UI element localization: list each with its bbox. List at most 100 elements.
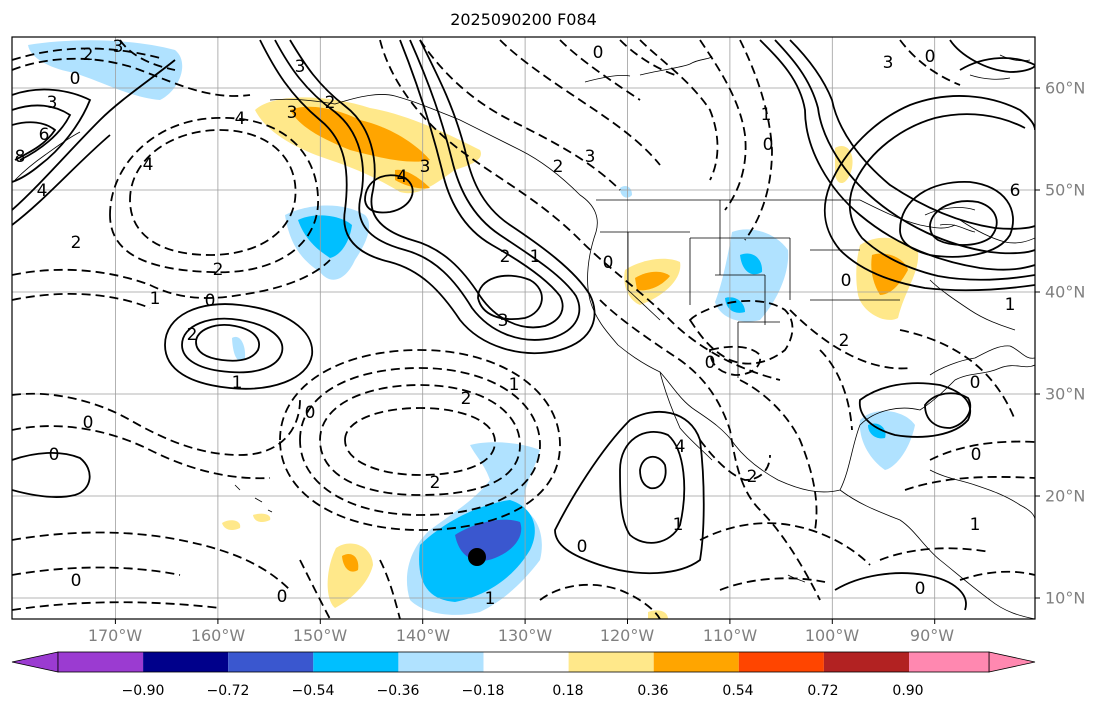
- contour-label: 3: [295, 57, 306, 77]
- contour-label: 0: [705, 353, 716, 373]
- contour-label: 0: [71, 571, 82, 591]
- contour-label: 1: [530, 247, 541, 267]
- contour-label: 2: [747, 467, 758, 487]
- contour-label: 2: [83, 45, 94, 65]
- contour-label: 0: [763, 135, 774, 155]
- contour-label: 2: [187, 325, 198, 345]
- contour-label: 3: [498, 311, 509, 331]
- contour-label: 0: [970, 373, 981, 393]
- contour-label: 1: [970, 515, 981, 535]
- longitude-label: 140°W: [395, 626, 451, 645]
- solid-contours: [12, 39, 1035, 611]
- colorbar-tick-label: −0.18: [461, 683, 505, 699]
- colorbar-segment: [738, 652, 824, 672]
- contour-label: 2: [500, 247, 511, 267]
- colorbar-tick-label: 0.72: [807, 683, 839, 699]
- colorbar-segment: [228, 652, 314, 672]
- contour-label: 2: [461, 389, 472, 409]
- contour-label: 3: [420, 157, 431, 177]
- contour-label: 2: [553, 157, 564, 177]
- contour-label: 2: [430, 473, 441, 493]
- latitude-label: 30°N: [1045, 384, 1086, 404]
- longitude-label: 160°W: [190, 626, 246, 645]
- contour-label: 0: [277, 587, 288, 607]
- longitude-label: 100°W: [804, 626, 860, 645]
- contour-label: 0: [577, 537, 588, 557]
- colorbar-tick-label: −0.36: [376, 683, 420, 699]
- contour-label: 6: [39, 125, 50, 145]
- colorbar-tick-label: 0.18: [552, 683, 584, 699]
- map-title: 2025090200 F084: [450, 10, 597, 29]
- contour-label: 0: [83, 413, 94, 433]
- contour-label: 0: [305, 403, 316, 423]
- contour-label: 1: [150, 289, 161, 309]
- contour-label: 1: [1005, 295, 1016, 315]
- colorbar-tick-label: 0.54: [722, 683, 754, 699]
- latitude-label: 10°N: [1045, 588, 1086, 608]
- contour-label: 2: [71, 233, 82, 253]
- contour-label: 1: [509, 375, 520, 395]
- longitude-label: 110°W: [702, 626, 758, 645]
- latitude-label: 60°N: [1045, 78, 1086, 98]
- contour-label: 0: [971, 445, 982, 465]
- contour-label: 0: [593, 43, 604, 63]
- colorbar-segment: [823, 652, 909, 672]
- latitude-label: 50°N: [1045, 180, 1086, 200]
- contour-label: 0: [49, 445, 60, 465]
- colorbar-tick-label: 0.90: [892, 683, 924, 699]
- contour-label: 2: [213, 260, 224, 280]
- contour-label: 4: [235, 109, 246, 129]
- colorbar-segment: [313, 652, 399, 672]
- contour-label: 3: [287, 103, 298, 123]
- colorbar-tick-label: −0.54: [291, 683, 335, 699]
- contour-label: 2: [325, 93, 336, 113]
- lat-lon-grid: [12, 37, 1035, 619]
- contour-label: 1: [673, 515, 684, 535]
- contour-label: 0: [205, 291, 216, 311]
- contour-label: 4: [37, 181, 48, 201]
- colorbar-segment: [568, 652, 654, 672]
- contour-label: 1: [232, 373, 243, 393]
- contour-label: 3: [883, 53, 894, 73]
- contour-label: 2: [839, 331, 850, 351]
- contour-label: 4: [675, 437, 686, 457]
- contour-label: 6: [1010, 181, 1021, 201]
- dashed-contours: [12, 39, 1035, 619]
- storm-center-marker: [468, 548, 486, 566]
- contour-label: 3: [585, 147, 596, 167]
- contour-label: 3: [47, 93, 58, 113]
- colorbar-tick-label: 0.36: [637, 683, 669, 699]
- contour-label: 0: [841, 271, 852, 291]
- longitude-label: 90°W: [909, 626, 955, 645]
- colorbar-tick-label: −0.90: [121, 683, 165, 699]
- contour-label: 4: [143, 155, 154, 175]
- colorbar-over-extension: [988, 651, 1036, 673]
- colorbar: [11, 651, 1036, 673]
- contour-label: 1: [761, 105, 772, 125]
- contour-label: 3: [113, 37, 124, 57]
- colorbar-frame: [57, 651, 990, 673]
- latitude-label: 20°N: [1045, 486, 1086, 506]
- contour-label: 0: [915, 579, 926, 599]
- map-frame: [11, 36, 1036, 620]
- colorbar-tick-label: −0.72: [206, 683, 250, 699]
- contour-label: 8: [15, 147, 26, 167]
- colorbar-segment: [398, 652, 484, 672]
- longitude-label: 170°W: [87, 626, 143, 645]
- latitude-label: 40°N: [1045, 282, 1086, 302]
- colorbar-segment: [483, 652, 569, 672]
- colorbar-segment: [143, 652, 229, 672]
- longitude-label: 130°W: [497, 626, 553, 645]
- longitude-label: 120°W: [599, 626, 655, 645]
- contour-label: 0: [603, 253, 614, 273]
- colorbar-segment: [653, 652, 739, 672]
- contour-label: 1: [485, 589, 496, 609]
- contour-label: 0: [925, 47, 936, 67]
- contour-label: 4: [397, 167, 408, 187]
- contour-labels: 2 3 0 3 6 8 4 4 2 3 3 4 3 4 3 2 0 2 2 1 …: [15, 37, 1021, 609]
- coastlines: [14, 54, 1035, 619]
- contour-label: 0: [70, 69, 81, 89]
- longitude-label: 150°W: [292, 626, 348, 645]
- colorbar-segment: [909, 652, 989, 672]
- colorbar-under-extension: [11, 651, 59, 673]
